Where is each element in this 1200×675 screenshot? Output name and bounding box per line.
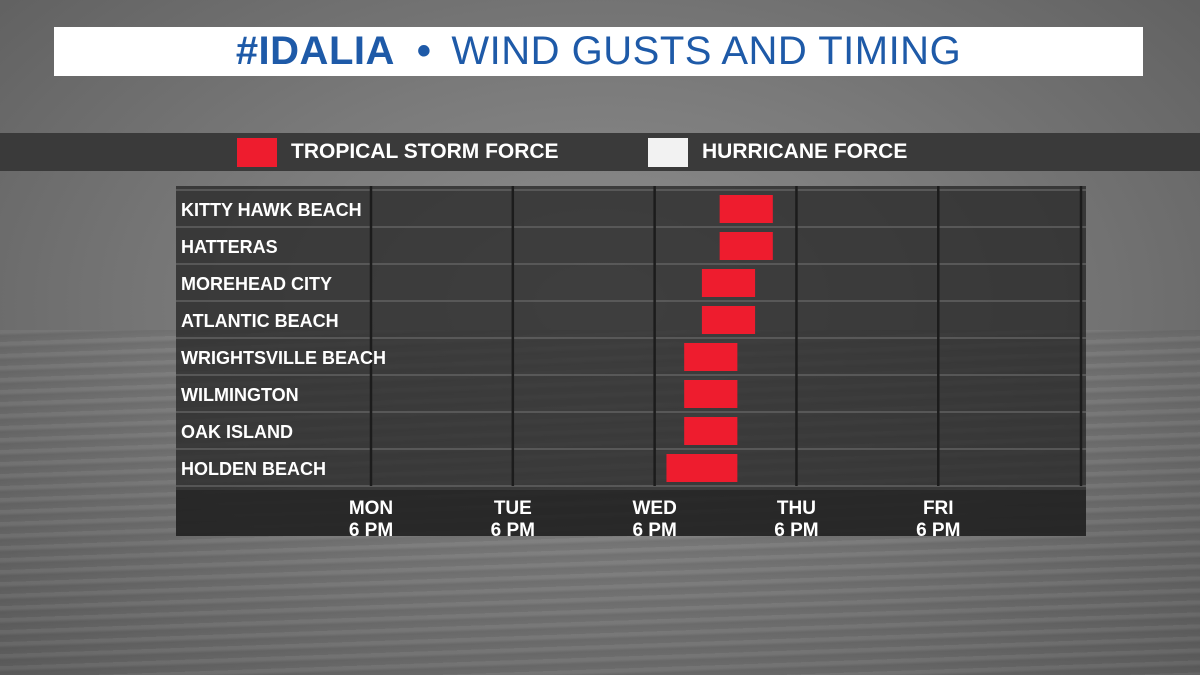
title-bar: #IDALIA • WIND GUSTS AND TIMING: [54, 27, 1143, 76]
row-label: OAK ISLAND: [181, 422, 293, 442]
tick-label-day: TUE: [494, 498, 532, 519]
legend-item-tropical-storm: TROPICAL STORM FORCE: [237, 137, 559, 167]
title-hashtag: #IDALIA: [235, 29, 395, 73]
legend-item-hurricane: HURRICANE FORCE: [648, 137, 907, 167]
legend-label-hurricane: HURRICANE FORCE: [702, 140, 908, 163]
title-separator: •: [416, 29, 432, 73]
bar-tropical-storm: [684, 343, 738, 371]
bar-tropical-storm: [684, 417, 738, 445]
wind-timing-chart: KITTY HAWK BEACH HATTERAS MOREHEAD CITY ATL…: [176, 186, 1086, 536]
bar-tropical-storm: [701, 306, 756, 334]
legend-swatch-hurricane: [648, 137, 688, 167]
row-label: ATLANTIC BEACH: [181, 311, 339, 331]
row-label: KITTY HAWK BEACH: [181, 200, 362, 220]
tick-label-day: WED: [632, 498, 676, 519]
row-label: HOLDEN BEACH: [181, 459, 326, 479]
bar-tropical-storm: [684, 380, 738, 408]
title-text: WIND GUSTS AND TIMING: [451, 29, 962, 73]
tick-label-day: MON: [349, 498, 393, 519]
bar-tropical-storm: [719, 195, 773, 223]
tick-label-time: 6 PM: [349, 520, 393, 536]
tick-label-time: 6 PM: [632, 520, 676, 536]
chart-panel: KITTY HAWK BEACH HATTERAS MOREHEAD CITY ATL…: [176, 186, 1086, 536]
tick-label-time: 6 PM: [491, 520, 535, 536]
row-label: WILMINGTON: [181, 385, 299, 405]
row-label: MOREHEAD CITY: [181, 274, 332, 294]
tick-label-time: 6 PM: [774, 520, 818, 536]
tick-label-time: 6 PM: [916, 520, 960, 536]
bar-tropical-storm: [666, 454, 738, 482]
legend-swatch-tropical-storm: [237, 137, 277, 167]
bar-tropical-storm: [701, 269, 756, 297]
row-label: WRIGHTSVILLE BEACH: [181, 348, 386, 368]
row-label: HATTERAS: [181, 237, 278, 257]
legend-bar: TROPICAL STORM FORCE HURRICANE FORCE: [0, 133, 1200, 171]
tick-label-day: THU: [777, 498, 816, 519]
x-axis-band: [176, 490, 1086, 536]
tick-label-day: FRI: [923, 498, 954, 519]
bar-tropical-storm: [719, 232, 773, 260]
legend-label-tropical-storm: TROPICAL STORM FORCE: [291, 140, 559, 163]
